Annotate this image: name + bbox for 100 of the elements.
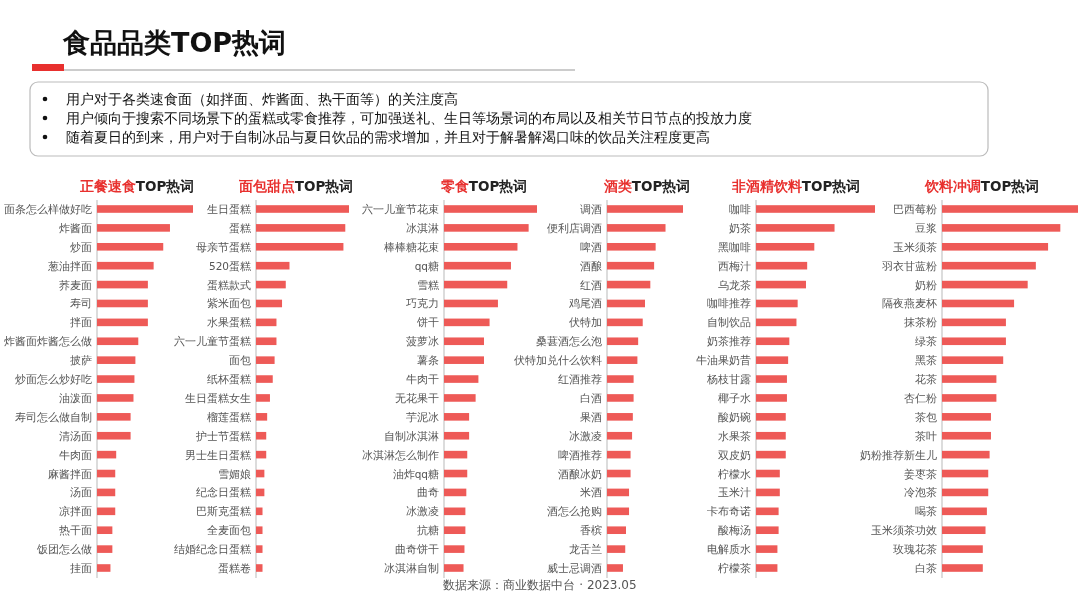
bar xyxy=(756,469,780,478)
bar xyxy=(756,375,787,383)
bar xyxy=(942,545,983,553)
y-tick-label: 柠檬水 xyxy=(718,467,751,480)
bar xyxy=(256,394,270,402)
bar xyxy=(607,469,631,478)
y-tick-label: 威士忌调酒 xyxy=(547,562,602,574)
bar xyxy=(97,545,113,553)
y-tick-label: 姜枣茶 xyxy=(904,467,937,480)
bar xyxy=(942,469,989,478)
y-tick-label: 纸杯蛋糕 xyxy=(207,373,251,386)
bar xyxy=(444,280,508,289)
bar xyxy=(756,413,786,421)
y-tick-label: 花茶 xyxy=(915,373,937,386)
y-tick-label: 红酒推荐 xyxy=(558,373,602,386)
y-tick-label: 米酒 xyxy=(580,486,602,499)
bar xyxy=(942,526,986,535)
text: 随着夏日的到来，用户对于自制冰品与夏日饮品的需求增加，并且对于解暑解渴口味的饮品关注程度更高 xyxy=(66,129,710,145)
bar xyxy=(607,394,634,402)
bar xyxy=(942,507,987,516)
bar xyxy=(942,394,997,402)
bar xyxy=(607,337,639,346)
y-tick-label: 生日蛋糕女生 xyxy=(185,391,251,404)
y-tick-label: 奶粉 xyxy=(915,278,937,291)
bar xyxy=(607,261,655,270)
chart-title: 零食TOP热词 xyxy=(440,178,528,194)
y-tick-label: 桑葚酒怎么泡 xyxy=(536,335,602,348)
y-tick-label: 麻酱拌面 xyxy=(48,467,92,480)
bar xyxy=(97,318,148,327)
bar xyxy=(756,488,780,497)
y-tick-label: 男士生日蛋糕 xyxy=(185,448,251,461)
bar xyxy=(97,564,111,572)
bar xyxy=(256,545,263,553)
bar xyxy=(256,375,273,383)
bar xyxy=(942,450,990,459)
y-tick-label: 酒酿 xyxy=(580,259,602,272)
bar xyxy=(607,450,631,459)
bar xyxy=(444,564,464,572)
y-tick-label: 面条怎么样做好吃 xyxy=(4,203,92,215)
y-tick-label: 奶茶 xyxy=(729,221,751,234)
y-tick-label: 杨枝甘露 xyxy=(706,373,751,386)
bar xyxy=(444,261,511,270)
y-tick-label: 酸梅汤 xyxy=(718,524,751,537)
y-tick-label: 豆浆 xyxy=(915,221,937,234)
bar xyxy=(756,299,798,308)
y-tick-label: 棒棒糖花束 xyxy=(384,240,439,253)
bar xyxy=(444,413,470,421)
chart-title: 非酒精饮料TOP热词 xyxy=(730,178,861,194)
y-tick-label: 蛋糕 xyxy=(229,221,251,234)
chart-title: 酒类TOP热词 xyxy=(602,178,691,194)
bar xyxy=(97,280,148,289)
bar xyxy=(607,545,626,553)
y-tick-label: 果酒 xyxy=(580,410,602,423)
chart-title: 饮料冲调TOP热词 xyxy=(923,178,1040,194)
y-tick-label: 油炸qq糖 xyxy=(392,467,439,480)
y-tick-label: 菠萝冰 xyxy=(406,335,439,348)
bar xyxy=(97,488,116,497)
bar xyxy=(756,337,790,346)
bar xyxy=(97,431,131,440)
bar xyxy=(256,261,290,270)
y-tick-label: 水果茶 xyxy=(718,429,751,442)
bar xyxy=(444,545,465,553)
bar xyxy=(97,375,135,383)
y-tick-label: 便利店调酒 xyxy=(547,221,602,234)
y-tick-label: 榴莲蛋糕 xyxy=(207,410,251,423)
y-tick-label: 蛋糕卷 xyxy=(218,562,251,574)
bar xyxy=(607,356,638,364)
y-tick-label: 抗糖 xyxy=(417,524,439,537)
bar xyxy=(444,488,467,497)
bar xyxy=(756,356,789,364)
bar xyxy=(756,261,808,270)
y-tick-label: 茶包 xyxy=(915,410,937,423)
bar xyxy=(256,526,263,535)
bar xyxy=(942,431,991,440)
bar xyxy=(444,356,484,364)
y-tick-label: 牛肉干 xyxy=(406,373,439,386)
bar xyxy=(256,242,344,251)
bar xyxy=(97,526,113,535)
bar xyxy=(942,224,1061,232)
bar xyxy=(97,413,131,421)
bar xyxy=(444,205,537,213)
bar xyxy=(607,413,633,421)
bar xyxy=(444,299,498,308)
y-tick-label: 喝茶 xyxy=(915,505,937,518)
bar xyxy=(97,356,136,364)
bar xyxy=(444,526,466,535)
bar xyxy=(942,205,1078,213)
bar xyxy=(444,337,484,346)
bar xyxy=(256,318,277,327)
bar xyxy=(942,564,983,572)
y-tick-label: 黑茶 xyxy=(915,354,937,367)
y-tick-label: 牛肉面 xyxy=(59,448,92,461)
bar xyxy=(444,224,529,232)
bar xyxy=(256,413,268,421)
y-tick-label: 寿司 xyxy=(70,297,92,310)
y-tick-label: 热干面 xyxy=(59,524,92,537)
bar xyxy=(942,299,1015,308)
text: 用户倾向于搜索不同场景下的蛋糕或零食推荐，可加强送礼、生日等场景词的布局以及相关节日节点的投放力度 xyxy=(66,110,752,126)
bar xyxy=(607,280,651,289)
y-tick-label: 荞麦面 xyxy=(59,278,92,291)
